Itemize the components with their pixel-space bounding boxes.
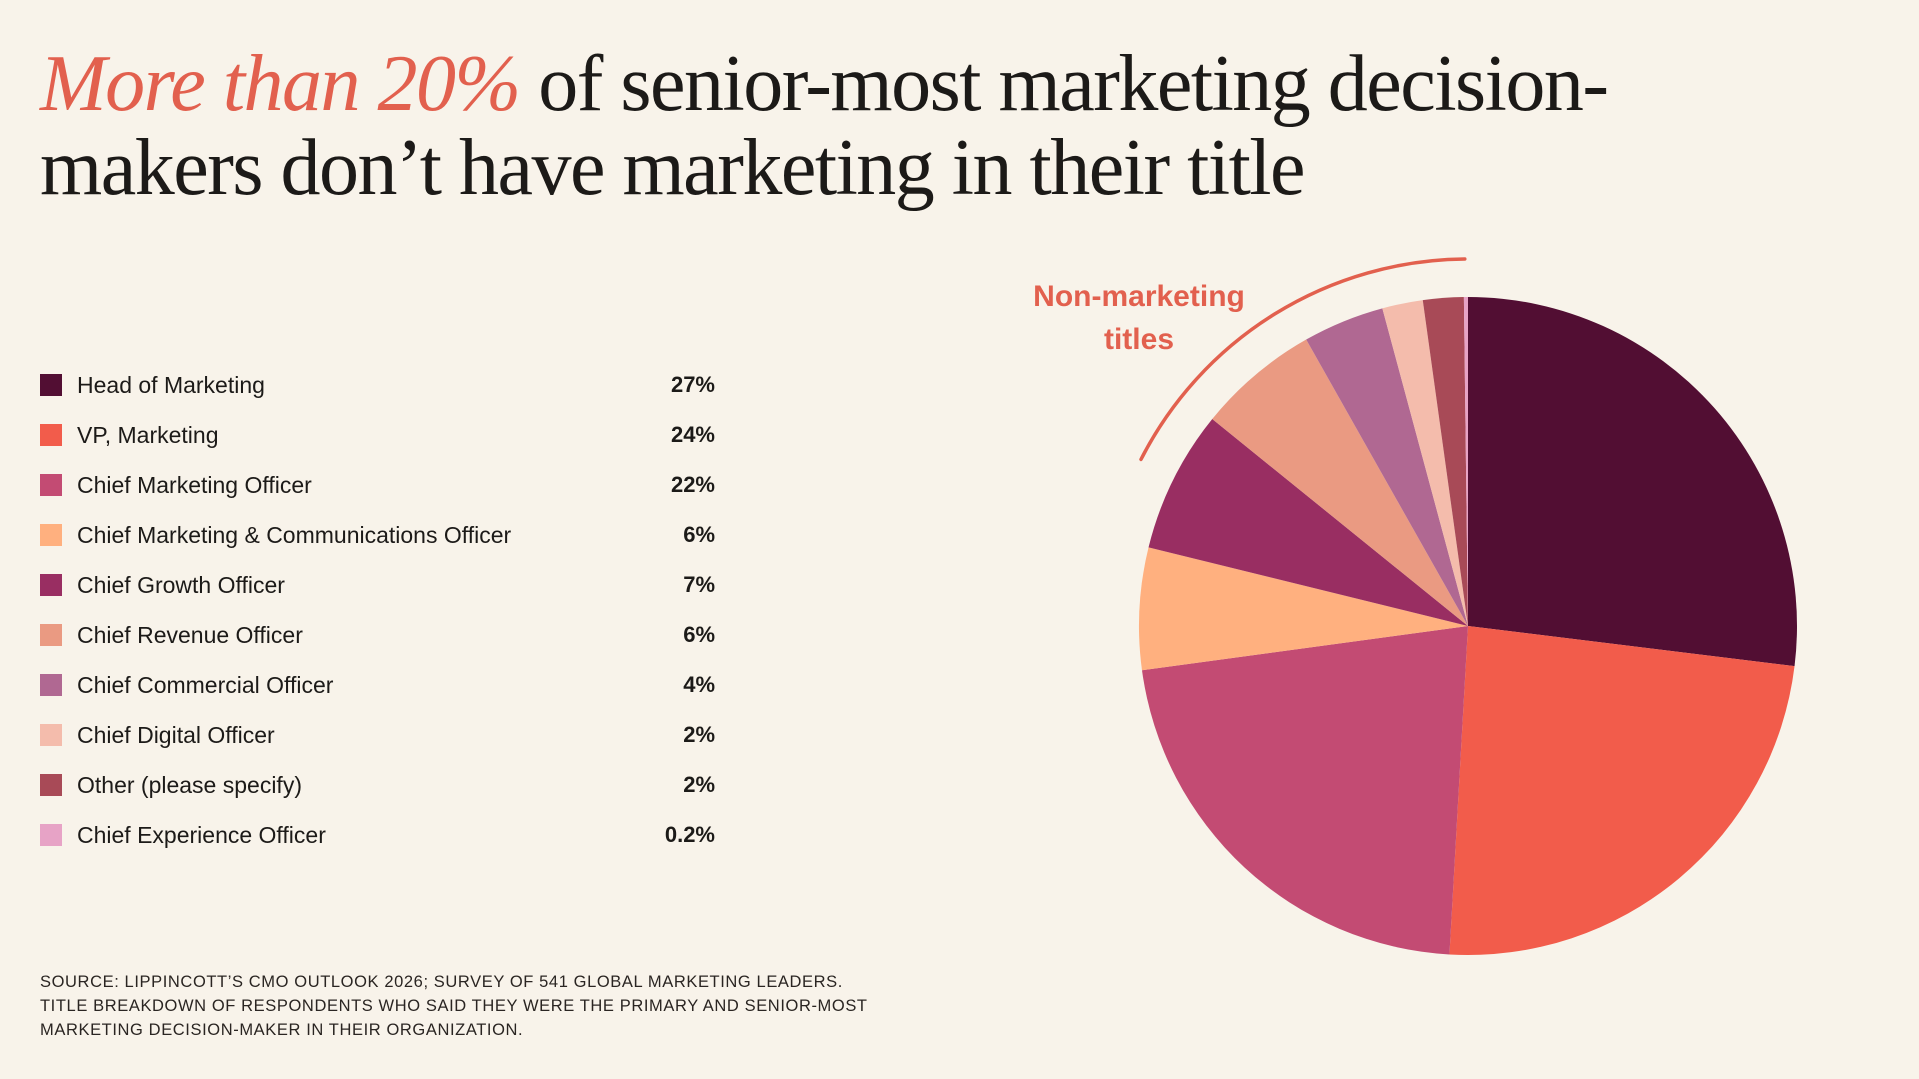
legend-label: Chief Digital Officer — [77, 721, 275, 748]
annotation-label-line1: Non-marketing — [1033, 280, 1245, 313]
legend-swatch — [40, 674, 62, 696]
legend-item: Chief Marketing & Communications Officer… — [40, 510, 715, 560]
legend-value: 2% — [683, 722, 715, 747]
page-title: More than 20% of senior-most marketing d… — [40, 42, 1740, 210]
legend-label: Chief Marketing & Communications Officer — [77, 521, 512, 548]
legend-swatch — [40, 474, 62, 496]
legend-value: 24% — [670, 422, 715, 447]
legend-item: Head of Marketing 27% — [40, 360, 715, 410]
legend-value: 4% — [683, 672, 715, 697]
pie-slice — [1141, 626, 1468, 955]
non-marketing-arc — [1139, 257, 1467, 462]
legend-value: 2% — [683, 772, 715, 797]
pie-slice — [1148, 419, 1468, 626]
chart-legend: Head of Marketing 27% VP, Marketing 24% Chie… — [40, 360, 715, 860]
legend-item: Chief Revenue Officer 6% — [40, 610, 715, 660]
legend-item: Chief Growth Officer 7% — [40, 560, 715, 610]
legend-value: 0.2% — [664, 822, 715, 847]
legend-swatch — [40, 724, 62, 746]
legend-item: Other (please specify) 2% — [40, 760, 715, 810]
legend-item: Chief Digital Officer 2% — [40, 710, 715, 760]
legend-swatch — [40, 374, 62, 396]
pie-slice — [1463, 297, 1468, 626]
legend-label: Chief Experience Officer — [77, 821, 326, 848]
legend-swatch — [40, 824, 62, 846]
legend-label: VP, Marketing — [77, 421, 219, 448]
legend-label: Chief Commercial Officer — [77, 671, 334, 698]
legend-value: 6% — [683, 622, 715, 647]
pie-slices — [1139, 297, 1797, 955]
legend-swatch — [40, 774, 62, 796]
legend-swatch — [40, 624, 62, 646]
source-line: MARKETING DECISION-MAKER IN THEIR ORGANI… — [40, 1021, 524, 1039]
legend-value: 6% — [683, 522, 715, 547]
pie-slice — [1382, 300, 1468, 626]
legend-label: Chief Growth Officer — [77, 571, 285, 598]
headline-accent: More than 20% — [40, 40, 521, 128]
legend-item: Chief Experience Officer 0.2% — [40, 810, 715, 860]
legend-value: 27% — [670, 372, 715, 397]
headline-rest-line2: makers don’t have marketing in their tit… — [40, 124, 1306, 212]
legend-item: Chief Commercial Officer 4% — [40, 660, 715, 710]
legend-label: Chief Revenue Officer — [77, 621, 303, 648]
annotation-label-line2: titles — [1104, 323, 1174, 356]
pie-slice — [1306, 308, 1468, 626]
legend-swatch — [40, 574, 62, 596]
legend-label: Chief Marketing Officer — [77, 471, 312, 498]
legend-swatch — [40, 424, 62, 446]
legend-label: Head of Marketing — [77, 371, 265, 398]
legend-value: 7% — [683, 572, 715, 597]
legend-value: 22% — [670, 472, 715, 497]
legend-swatch — [40, 524, 62, 546]
source-line: TITLE BREAKDOWN OF RESPONDENTS WHO SAID … — [40, 997, 868, 1015]
pie-slice — [1422, 297, 1468, 626]
pie-slice — [1468, 297, 1797, 667]
pie-slice — [1212, 339, 1468, 626]
source-note: SOURCE: LIPPINCOTT’S CMO OUTLOOK 2026; S… — [40, 970, 1040, 1042]
source-line: SOURCE: LIPPINCOTT’S CMO OUTLOOK 2026; S… — [40, 973, 843, 991]
pie-slice — [1449, 626, 1795, 955]
legend-item: VP, Marketing 24% — [40, 410, 715, 460]
headline-rest-line1: of senior-most marketing decision- — [519, 40, 1609, 128]
legend-item: Chief Marketing Officer 22% — [40, 460, 715, 510]
legend-label: Other (please specify) — [77, 771, 302, 798]
pie-slice — [1139, 547, 1468, 671]
